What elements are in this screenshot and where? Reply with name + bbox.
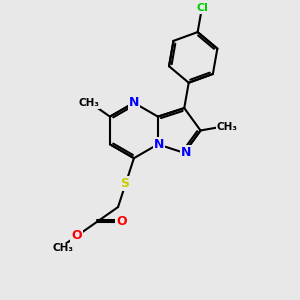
Text: N: N bbox=[154, 138, 164, 151]
Text: O: O bbox=[71, 229, 82, 242]
Text: S: S bbox=[121, 177, 130, 190]
Text: O: O bbox=[116, 215, 127, 228]
Text: Cl: Cl bbox=[196, 3, 208, 13]
Text: CH₃: CH₃ bbox=[79, 98, 100, 108]
Text: CH₃: CH₃ bbox=[216, 122, 237, 132]
Text: N: N bbox=[181, 146, 191, 159]
Text: CH₃: CH₃ bbox=[52, 244, 73, 254]
Text: N: N bbox=[129, 96, 139, 109]
